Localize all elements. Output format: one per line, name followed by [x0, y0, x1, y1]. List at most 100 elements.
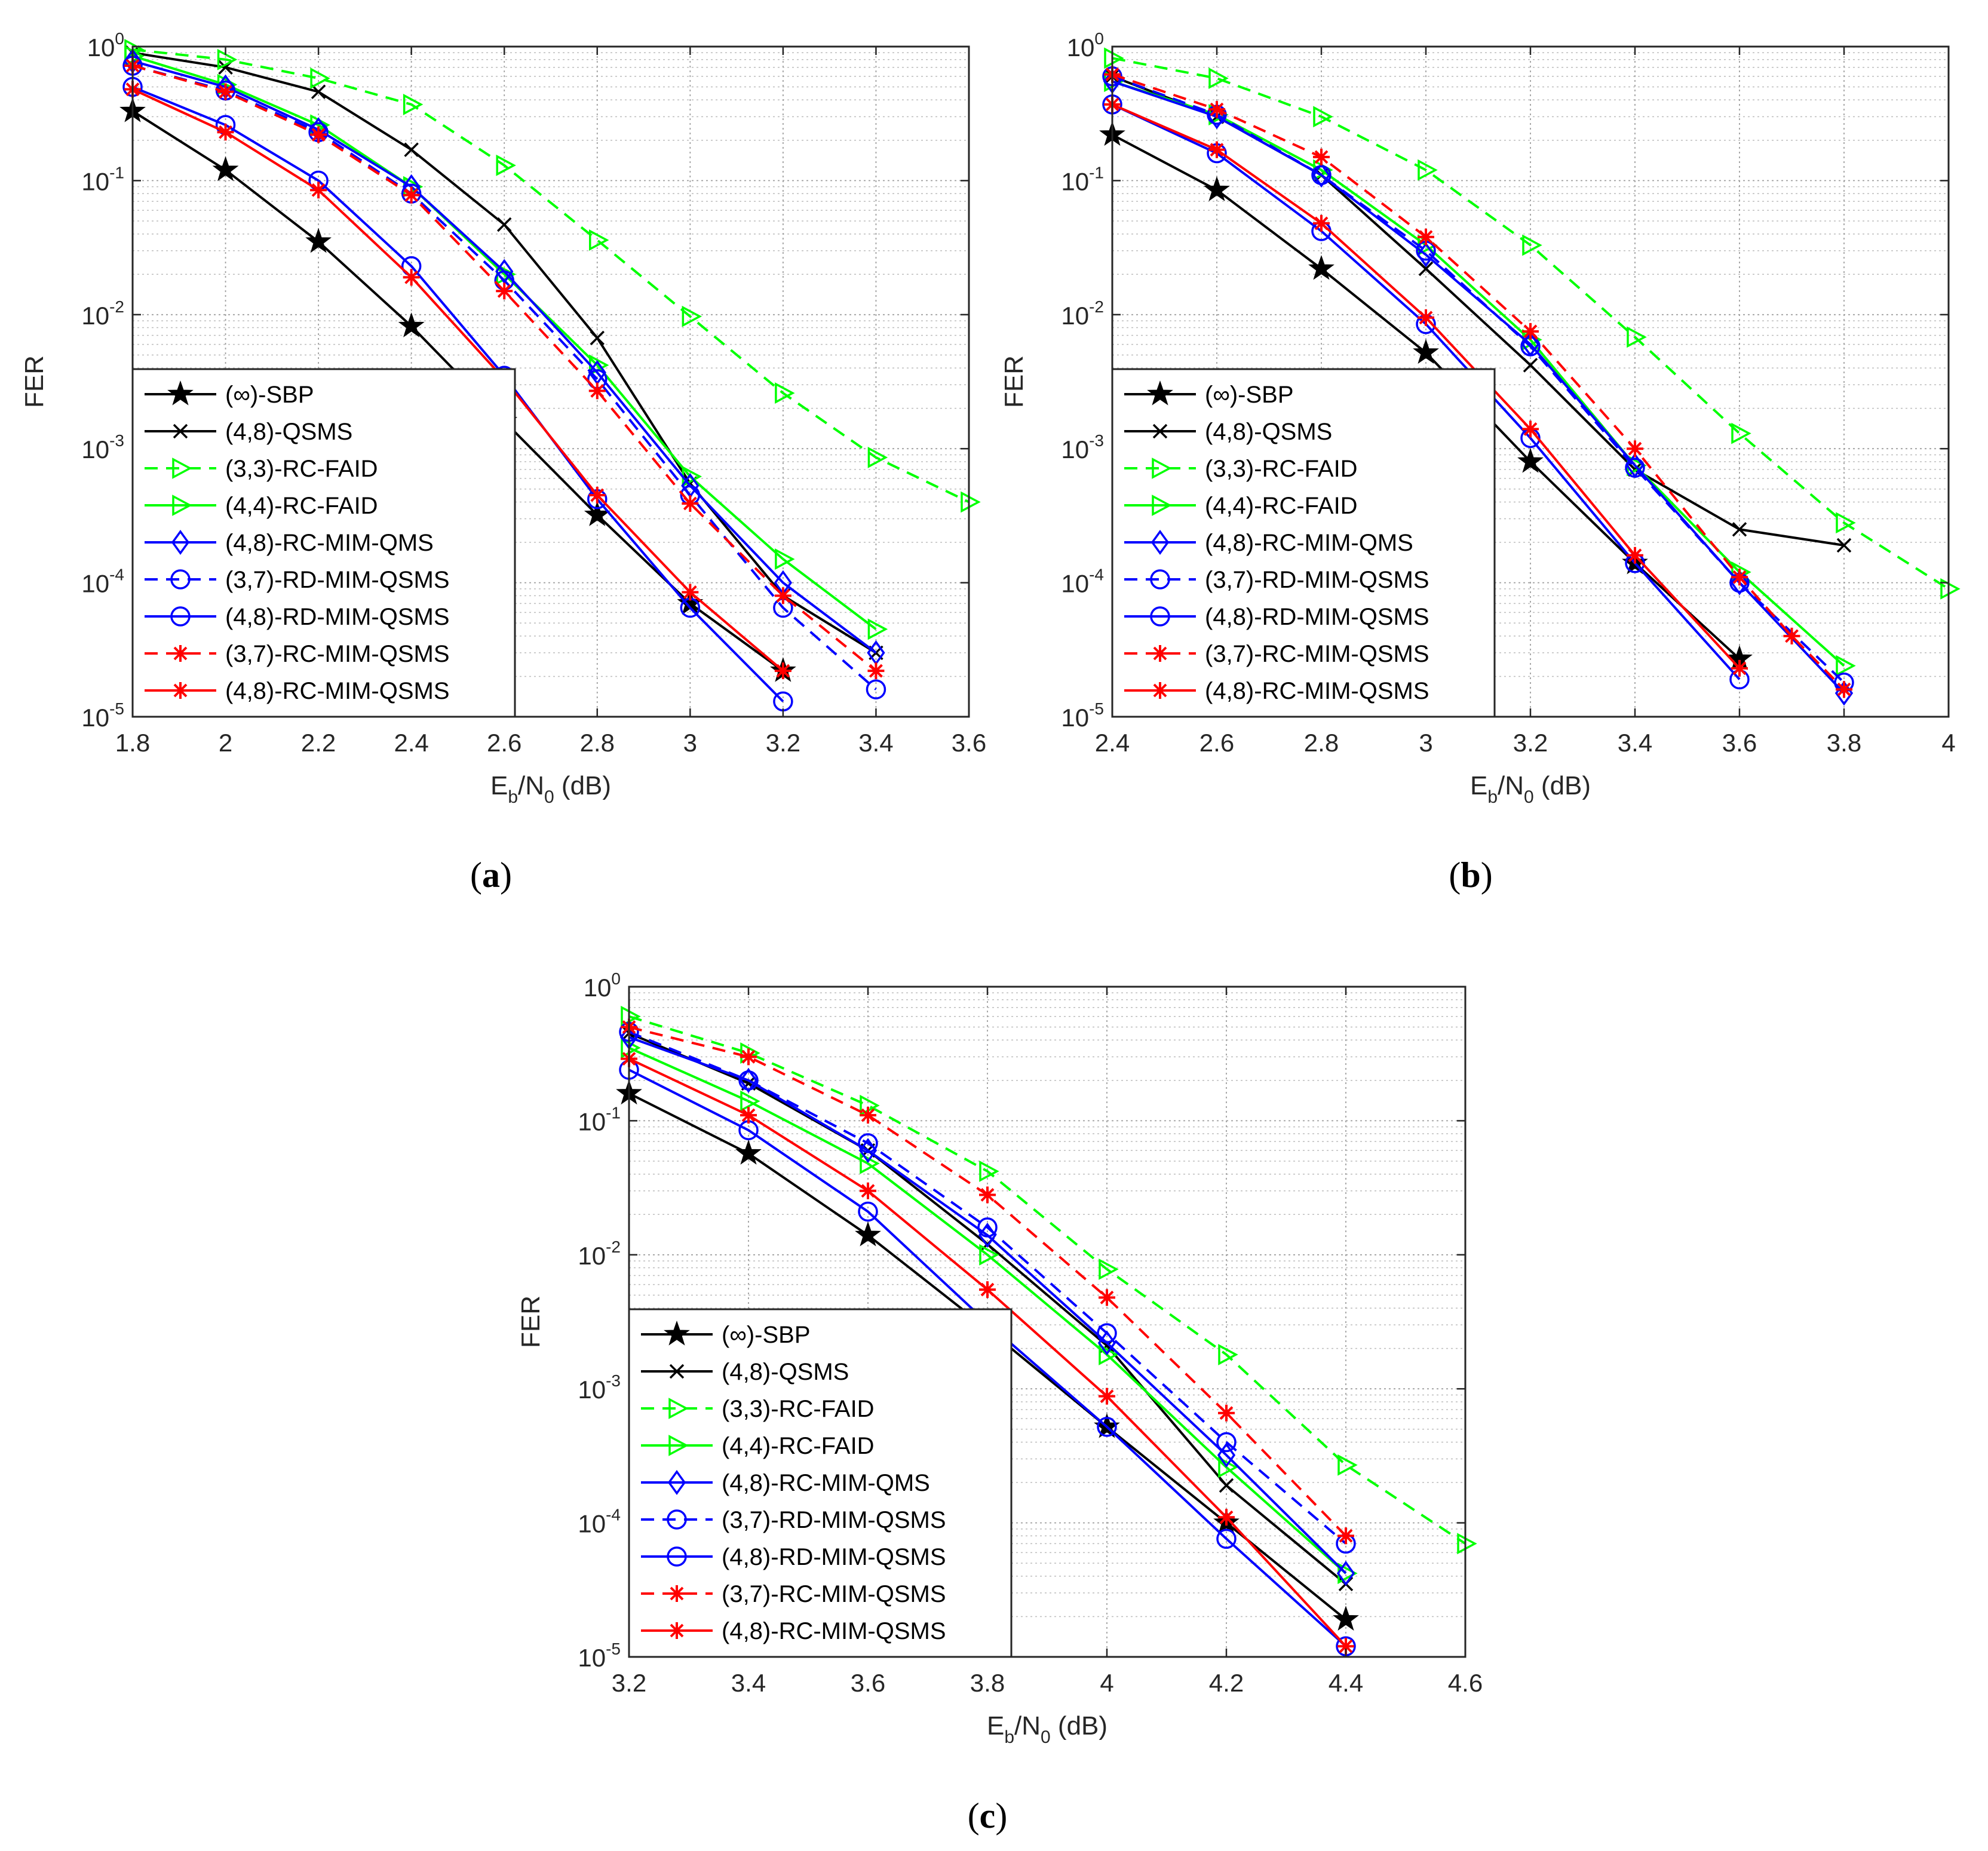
panel-caption: (c) [968, 1796, 1008, 1835]
panel-caption: (b) [1449, 855, 1492, 895]
data-point [403, 269, 420, 286]
data-point [310, 182, 327, 199]
data-point [588, 487, 606, 504]
data-point [738, 1070, 759, 1091]
legend-marker [167, 380, 194, 406]
x-ticks: 1.8 2 2.2 2.4 2.6 2.8 3 3.2 3.4 3.6 [115, 47, 986, 757]
y-tick-exp: -2 [606, 1238, 621, 1256]
legend-label: (4,8)-RD-MIM-QSMS [225, 604, 450, 630]
data-point [217, 48, 238, 70]
legend-marker [668, 1435, 689, 1456]
x-tick-label: 2.8 [1304, 729, 1339, 757]
data-point [1418, 261, 1434, 277]
legend-label: (4,4)-RC-FAID [225, 493, 378, 519]
legend-label: (3,3)-RC-FAID [225, 456, 378, 482]
data-point [775, 548, 795, 570]
data-point [1337, 1527, 1354, 1545]
chart-panel-c: 3.2 3.4 3.6 3.8 4 4.2 4.4 4.610010-110-210-310-… [516, 969, 1483, 1747]
x-tick-label: 2.4 [394, 729, 428, 757]
legend-label: (4,8)-RC-MIM-QMS [1205, 530, 1413, 556]
x-axis-label-main: E [490, 771, 508, 800]
y-tick-base: 10 [1061, 302, 1089, 330]
legend-label: (3,7)-RC-MIM-QSMS [225, 641, 450, 667]
legend-label: (3,7)-RD-MIM-QSMS [225, 567, 450, 593]
data-point [1208, 101, 1225, 118]
legend-label: (4,8)-RD-MIM-QSMS [722, 1544, 946, 1570]
series-(3,7)-RC-MIM-QSMS [621, 1018, 1354, 1545]
legend-label: (4,8)-RC-MIM-QSMS [225, 678, 450, 704]
data-point [739, 1067, 758, 1093]
series-line [132, 88, 784, 672]
data-point [855, 1221, 881, 1247]
caption-letter: c [980, 1796, 996, 1835]
legend-marker [1151, 530, 1170, 555]
data-point [682, 584, 699, 601]
x-axis-label-sub: 0 [544, 787, 554, 807]
panel-caption: (a) [470, 855, 512, 895]
y-tick-exp: -2 [1089, 297, 1104, 316]
data-point [1731, 659, 1748, 677]
series-line [132, 48, 970, 504]
x-axis-label-tail: (dB) [1051, 1711, 1107, 1741]
legend-marker [170, 569, 191, 590]
data-point [1730, 570, 1749, 595]
legend-marker [664, 1320, 690, 1346]
data-point [495, 259, 514, 284]
x-tick-label: 3.2 [766, 729, 800, 757]
legend-marker [172, 682, 189, 699]
data-point [1308, 254, 1334, 280]
x-axis-label-sub: b [508, 787, 518, 807]
x-tick-label: 2.4 [1095, 729, 1130, 757]
y-tick-label: 10-3 [81, 431, 124, 463]
y-tick-label: 10-1 [81, 163, 124, 195]
x-tick-label: 1.8 [115, 729, 150, 757]
x-tick-label: 3.4 [1618, 729, 1652, 757]
y-tick-exp: -3 [606, 1371, 621, 1390]
data-point [979, 1186, 996, 1204]
x-tick-label: 2.8 [580, 729, 615, 757]
y-tick-exp: -4 [1089, 566, 1104, 584]
legend-label: (4,8)-RC-MIM-QMS [722, 1470, 930, 1496]
x-axis-label-mid: /N [1498, 771, 1524, 800]
data-point [1216, 1432, 1237, 1453]
data-point [1208, 67, 1229, 90]
legend-label: (∞)-SBP [225, 382, 314, 408]
x-tick-label: 3.4 [731, 1669, 766, 1697]
y-tick-base: 10 [87, 33, 115, 62]
y-tick-exp: -4 [606, 1506, 621, 1524]
x-tick-label: 3.4 [858, 729, 893, 757]
legend-label: (3,3)-RC-FAID [1205, 456, 1358, 482]
data-point [977, 1217, 998, 1238]
series-line [1112, 57, 1950, 590]
data-point [1097, 1323, 1117, 1343]
y-tick-base: 10 [1067, 33, 1095, 62]
series-line [132, 65, 877, 690]
y-axis-label: FER [999, 355, 1029, 408]
x-tick-label: 2.6 [487, 729, 521, 757]
y-tick-base: 10 [1061, 167, 1089, 195]
legend-marker [1150, 606, 1170, 627]
y-tick-label: 100 [87, 29, 124, 62]
data-point [858, 1201, 878, 1222]
data-point [217, 124, 234, 141]
data-point [311, 84, 326, 99]
data-point [1337, 1454, 1358, 1476]
y-tick-label: 100 [584, 969, 621, 1002]
x-ticks: 2.4 2.6 2.8 3 3.2 3.4 3.6 3.8 4 [1095, 47, 1956, 757]
data-point [1097, 1417, 1117, 1437]
data-point [1099, 1343, 1119, 1365]
x-axis-label-sub: 0 [1041, 1727, 1051, 1747]
y-tick-label: 10-3 [1061, 431, 1104, 463]
x-tick-label: 2 [219, 729, 232, 757]
legend-marker [171, 530, 190, 555]
legend-marker [173, 423, 188, 439]
x-tick-label: 3.2 [1513, 729, 1548, 757]
x-tick-label: 2.6 [1199, 729, 1234, 757]
chart-panel-a: 1.8 2 2.2 2.4 2.6 2.8 3 3.2 3.4 3.610010-110-210-… [20, 29, 986, 807]
chart-panel-b: 2.4 2.6 2.8 3 3.2 3.4 3.6 3.8 410010-110-210-310… [999, 29, 1961, 807]
legend-label: (4,8)-RC-MIM-QSMS [722, 1618, 946, 1644]
data-point [1099, 1388, 1115, 1405]
y-tick-exp: 0 [611, 969, 621, 988]
